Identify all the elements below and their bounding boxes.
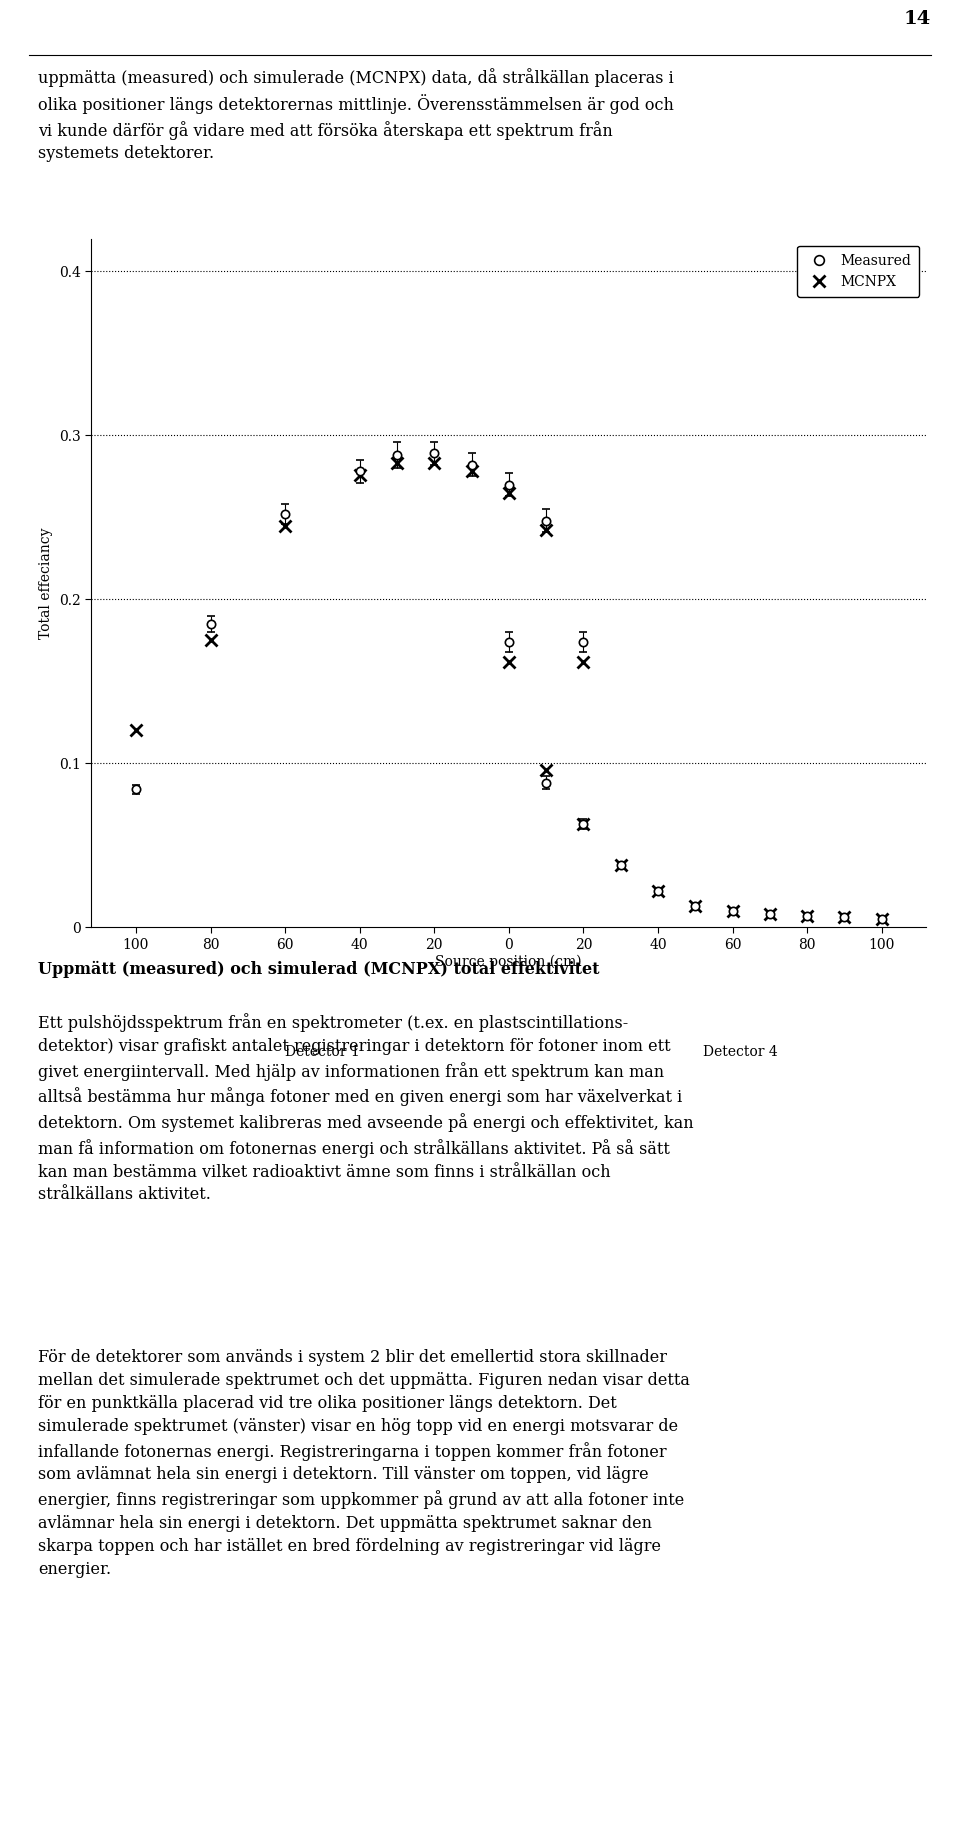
Text: För de detektorer som används i system 2 blir det emellertid stora skillnader
me: För de detektorer som används i system 2…: [38, 1349, 690, 1577]
Text: 14: 14: [904, 9, 931, 28]
X-axis label: Source position (cm): Source position (cm): [436, 955, 582, 969]
Y-axis label: Total effeciancy: Total effeciancy: [39, 527, 54, 639]
Text: uppmätta (measured) och simulerade (MCNPX) data, då strålkällan placeras i
olika: uppmätta (measured) och simulerade (MCNP…: [38, 68, 674, 162]
Text: Detector 4: Detector 4: [703, 1045, 778, 1059]
Text: Ett pulshöjdsspektrum från en spektrometer (t.ex. en plastscintillations-
detekt: Ett pulshöjdsspektrum från en spektromet…: [38, 1013, 694, 1203]
Text: Uppmätt (measured) och simulerad (MCNPX) total effektivitet: Uppmätt (measured) och simulerad (MCNPX)…: [38, 960, 600, 979]
Text: Detector 1: Detector 1: [285, 1045, 360, 1059]
Legend: Measured, MCNPX: Measured, MCNPX: [797, 246, 920, 297]
